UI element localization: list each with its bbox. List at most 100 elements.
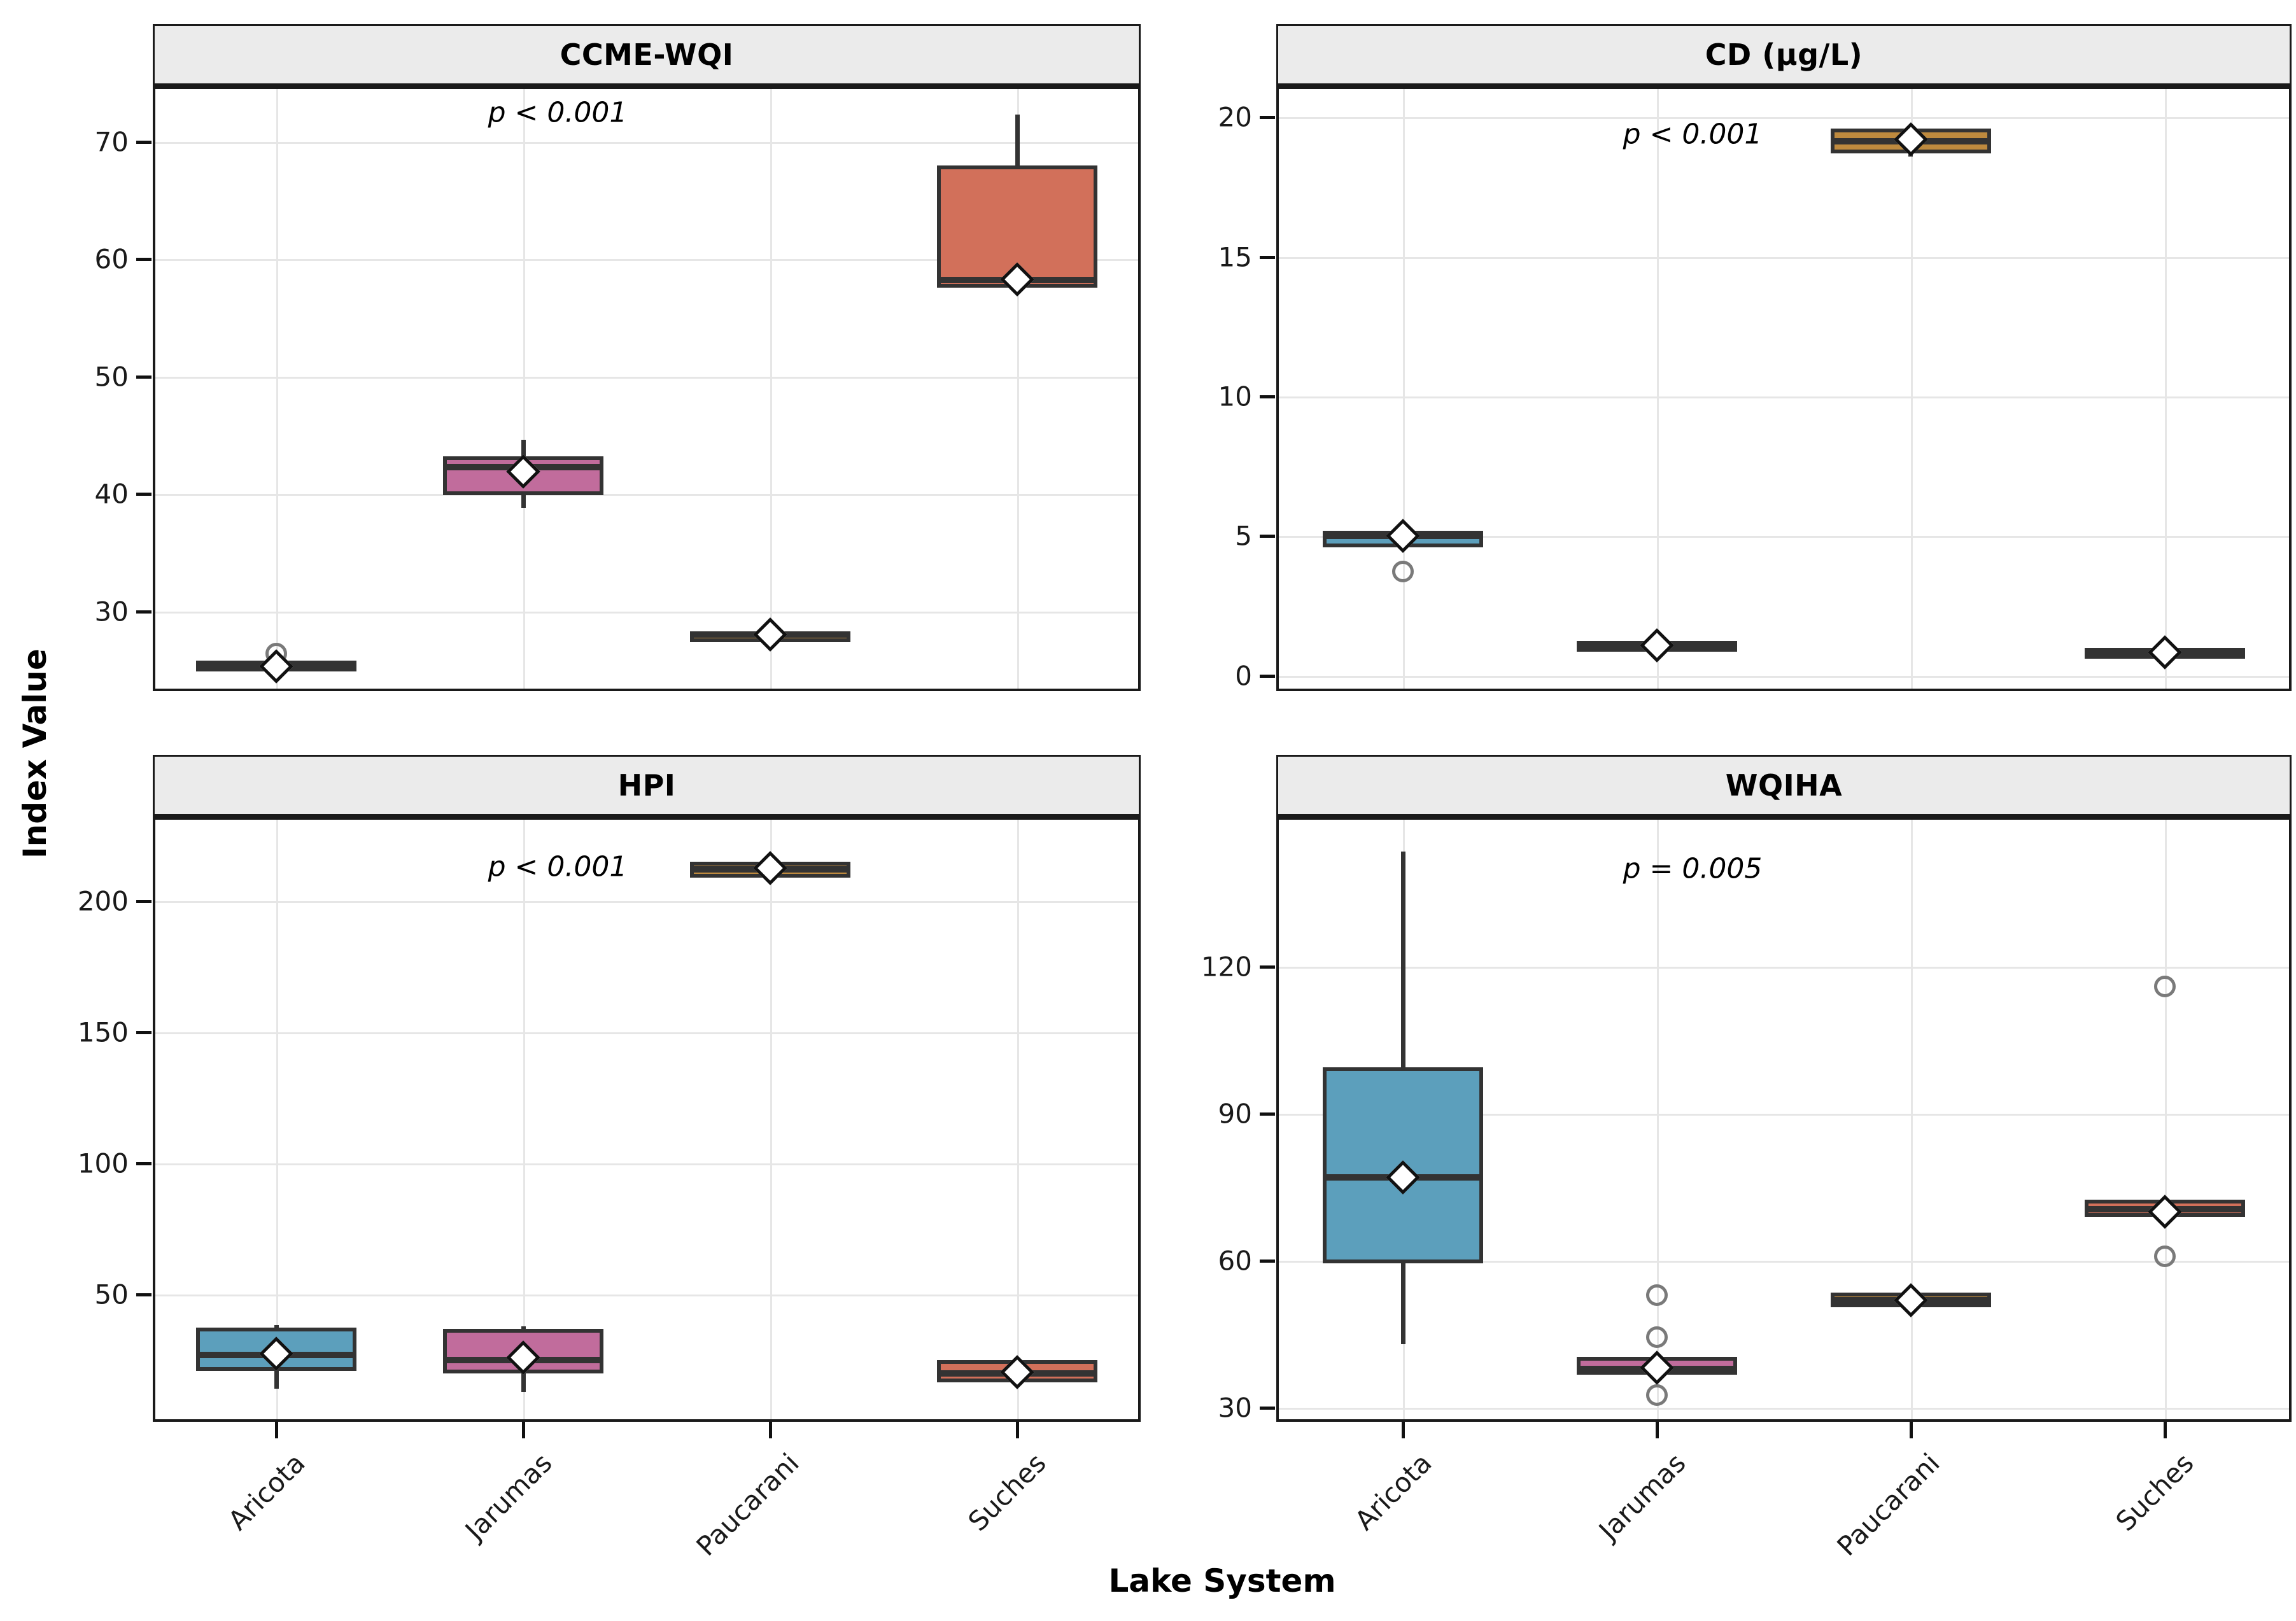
outlier-point [1646, 1284, 1668, 1306]
y-tick-label: 10 [1218, 381, 1252, 412]
y-tick-label: 0 [1235, 660, 1252, 692]
y-gridline [1276, 1261, 2292, 1263]
y-tick-mark [1260, 395, 1275, 398]
y-tick-label: 30 [1218, 1392, 1252, 1424]
y-tick-label: 30 [94, 596, 129, 628]
x-gridline [1911, 817, 1913, 1422]
p-value-label: p = 0.005 [1623, 852, 1763, 885]
y-gridline [153, 1163, 1141, 1165]
x-tick-label: Aricota [1348, 1447, 1438, 1536]
x-gridline [770, 817, 772, 1422]
y-tick-mark [1260, 535, 1275, 538]
x-gridline [276, 87, 278, 691]
y-gridline [1276, 1408, 2292, 1410]
outlier-point [1646, 1326, 1668, 1348]
p-value-label: p < 0.001 [488, 850, 628, 883]
x-tick-label: Jarumas [459, 1447, 558, 1547]
y-tick-label: 40 [94, 478, 129, 510]
y-axis-title: Index Value [17, 649, 53, 859]
x-gridline [1017, 817, 1019, 1422]
y-gridline [1276, 257, 2292, 259]
y-tick-mark [136, 1162, 151, 1165]
y-gridline [153, 377, 1141, 379]
x-gridline [276, 817, 278, 1422]
x-gridline [2165, 87, 2167, 691]
y-tick-mark [136, 141, 151, 144]
y-gridline [1276, 676, 2292, 678]
y-tick-mark [136, 375, 151, 379]
y-tick-mark [1260, 1112, 1275, 1116]
y-tick-mark [1260, 965, 1275, 969]
y-tick-mark [136, 900, 151, 903]
y-tick-mark [1260, 1407, 1275, 1410]
outlier-point [2154, 1246, 2176, 1267]
plot-panel [1276, 87, 2292, 691]
y-tick-label: 5 [1235, 520, 1252, 552]
x-gridline [770, 87, 772, 691]
x-tick-label: Suches [2109, 1447, 2200, 1538]
x-tick-mark [1016, 1422, 1019, 1438]
y-tick-mark [1260, 675, 1275, 678]
y-tick-label: 100 [77, 1147, 129, 1179]
x-tick-label: Paucarani [1831, 1447, 1946, 1562]
y-tick-label: 120 [1201, 951, 1252, 983]
y-tick-mark [136, 493, 151, 496]
y-tick-label: 150 [77, 1016, 129, 1048]
x-gridline [1657, 87, 1659, 691]
y-tick-mark [136, 258, 151, 261]
y-gridline [1276, 396, 2292, 398]
x-axis-title: Lake System [1108, 1562, 1336, 1599]
p-value-label: p < 0.001 [488, 96, 628, 129]
x-gridline [523, 87, 525, 691]
plot-panel [153, 87, 1141, 691]
y-gridline [153, 901, 1141, 903]
x-tick-mark [522, 1422, 525, 1438]
y-tick-label: 20 [1218, 101, 1252, 133]
y-gridline [1276, 1114, 2292, 1116]
y-tick-mark [136, 1293, 151, 1296]
facet-strip: HPI [153, 755, 1141, 817]
outlier-point [1646, 1384, 1668, 1406]
facet-title-label: WQIHA [1725, 768, 1843, 803]
x-tick-label: Paucarani [690, 1447, 805, 1562]
outlier-point [1392, 561, 1414, 582]
y-gridline [153, 612, 1141, 614]
y-gridline [153, 259, 1141, 261]
x-tick-label: Aricota [222, 1447, 311, 1536]
facet-title-label: CD (µg/L) [1705, 38, 1863, 72]
y-tick-label: 60 [1218, 1245, 1252, 1277]
x-tick-mark [769, 1422, 772, 1438]
y-tick-mark [1260, 256, 1275, 259]
facet-title-label: CCME-WQI [560, 38, 734, 72]
y-tick-label: 50 [94, 1279, 129, 1310]
x-gridline [1657, 817, 1659, 1422]
p-value-label: p < 0.001 [1623, 118, 1763, 151]
x-tick-mark [275, 1422, 278, 1438]
y-tick-label: 70 [94, 126, 129, 158]
x-gridline [1403, 87, 1405, 691]
y-tick-label: 60 [94, 243, 129, 275]
y-gridline [1276, 967, 2292, 969]
x-tick-label: Jarumas [1593, 1447, 1692, 1547]
y-tick-mark [1260, 116, 1275, 119]
y-tick-label: 90 [1218, 1098, 1252, 1130]
x-tick-mark [1910, 1422, 1913, 1438]
y-gridline [1276, 117, 2292, 119]
y-tick-label: 200 [77, 885, 129, 917]
y-gridline [153, 1032, 1141, 1034]
plot-panel [1276, 817, 2292, 1422]
y-gridline [153, 494, 1141, 496]
plot-panel [153, 817, 1141, 1422]
y-gridline [153, 1295, 1141, 1296]
x-gridline [1017, 87, 1019, 691]
y-gridline [1276, 536, 2292, 538]
x-gridline [2165, 817, 2167, 1422]
x-gridline [1911, 87, 1913, 691]
x-tick-label: Suches [962, 1447, 1052, 1538]
y-tick-mark [136, 610, 151, 614]
x-tick-mark [2164, 1422, 2167, 1438]
outlier-point [2154, 976, 2176, 997]
facet-title-label: HPI [617, 768, 676, 803]
y-tick-mark [136, 1031, 151, 1034]
